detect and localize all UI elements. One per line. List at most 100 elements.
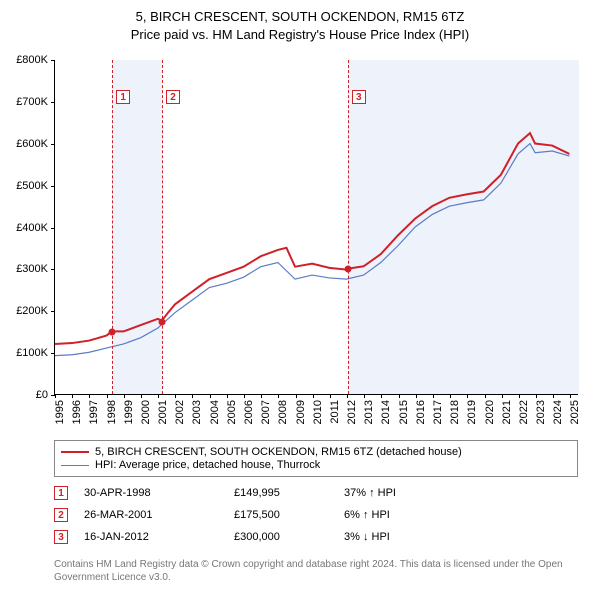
x-axis-label: 1998	[106, 400, 118, 424]
event-price: £175,500	[234, 509, 344, 521]
y-axis-label: £100K	[16, 347, 48, 359]
x-axis-label: 2018	[449, 400, 461, 424]
x-axis-label: 2003	[191, 400, 203, 424]
x-tick	[570, 394, 571, 398]
x-axis-label: 2020	[484, 400, 496, 424]
event-badge: 3	[54, 530, 68, 544]
x-tick	[261, 394, 262, 398]
legend-item-property: 5, BIRCH CRESCENT, SOUTH OCKENDON, RM15 …	[61, 446, 571, 458]
y-axis-label: £600K	[16, 138, 48, 150]
x-axis-label: 1997	[88, 400, 100, 424]
series-hpi	[55, 144, 569, 356]
x-axis-label: 2013	[363, 400, 375, 424]
x-tick	[141, 394, 142, 398]
x-tick	[347, 394, 348, 398]
event-date: 16-JAN-2012	[84, 531, 234, 543]
y-axis-label: £0	[36, 389, 48, 401]
x-tick	[536, 394, 537, 398]
x-axis-label: 2005	[226, 400, 238, 424]
x-axis-label: 2002	[174, 400, 186, 424]
x-tick	[227, 394, 228, 398]
x-axis-label: 2001	[157, 400, 169, 424]
marker-badge: 2	[166, 90, 180, 104]
series-svg	[55, 60, 578, 394]
x-axis-label: 2009	[295, 400, 307, 424]
x-axis-label: 2012	[346, 400, 358, 424]
x-axis-label: 2019	[466, 400, 478, 424]
x-axis-label: 2022	[518, 400, 530, 424]
marker-line	[348, 60, 349, 394]
x-axis-label: 2015	[398, 400, 410, 424]
event-delta: 3% ↓ HPI	[344, 531, 494, 543]
event-price: £149,995	[234, 487, 344, 499]
y-tick	[51, 60, 55, 61]
x-tick	[124, 394, 125, 398]
marker-badge: 3	[352, 90, 366, 104]
marker-line	[112, 60, 113, 394]
title-block: 5, BIRCH CRESCENT, SOUTH OCKENDON, RM15 …	[0, 0, 600, 48]
x-tick	[381, 394, 382, 398]
x-tick	[399, 394, 400, 398]
legend-swatch-hpi	[61, 465, 89, 466]
y-tick	[51, 311, 55, 312]
title-address: 5, BIRCH CRESCENT, SOUTH OCKENDON, RM15 …	[0, 8, 600, 26]
x-tick	[175, 394, 176, 398]
x-axis-label: 2007	[260, 400, 272, 424]
event-date: 30-APR-1998	[84, 487, 234, 499]
marker-dot	[109, 329, 116, 336]
y-tick	[51, 269, 55, 270]
chart-container: 5, BIRCH CRESCENT, SOUTH OCKENDON, RM15 …	[0, 0, 600, 590]
y-tick	[51, 353, 55, 354]
x-axis-label: 2000	[140, 400, 152, 424]
x-axis-label: 2025	[569, 400, 581, 424]
x-tick	[296, 394, 297, 398]
x-tick	[450, 394, 451, 398]
event-row: 2 26-MAR-2001 £175,500 6% ↑ HPI	[54, 506, 578, 524]
event-badge: 2	[54, 508, 68, 522]
title-subtitle: Price paid vs. HM Land Registry's House …	[0, 26, 600, 44]
y-tick	[51, 186, 55, 187]
y-axis-label: £300K	[16, 263, 48, 275]
x-tick	[313, 394, 314, 398]
legend-label-hpi: HPI: Average price, detached house, Thur…	[95, 459, 320, 471]
x-tick	[89, 394, 90, 398]
x-tick	[553, 394, 554, 398]
x-axis-label: 2023	[535, 400, 547, 424]
legend: 5, BIRCH CRESCENT, SOUTH OCKENDON, RM15 …	[54, 440, 578, 477]
x-tick	[55, 394, 56, 398]
y-axis-label: £200K	[16, 305, 48, 317]
x-tick	[244, 394, 245, 398]
x-tick	[107, 394, 108, 398]
x-tick	[278, 394, 279, 398]
y-tick	[51, 102, 55, 103]
series-property	[55, 133, 569, 344]
event-badge: 1	[54, 486, 68, 500]
x-axis-label: 1996	[71, 400, 83, 424]
y-axis-label: £500K	[16, 180, 48, 192]
x-tick	[502, 394, 503, 398]
x-axis-label: 2014	[380, 400, 392, 424]
x-axis-label: 1995	[54, 400, 66, 424]
x-tick	[364, 394, 365, 398]
event-date: 26-MAR-2001	[84, 509, 234, 521]
event-row: 3 16-JAN-2012 £300,000 3% ↓ HPI	[54, 528, 578, 546]
events-table: 1 30-APR-1998 £149,995 37% ↑ HPI 2 26-MA…	[54, 480, 578, 550]
x-tick	[519, 394, 520, 398]
marker-dot	[344, 266, 351, 273]
marker-badge: 1	[116, 90, 130, 104]
event-delta: 37% ↑ HPI	[344, 487, 494, 499]
x-axis-label: 1999	[123, 400, 135, 424]
x-tick	[485, 394, 486, 398]
x-axis-label: 2011	[329, 400, 341, 424]
x-axis-label: 2017	[432, 400, 444, 424]
legend-label-property: 5, BIRCH CRESCENT, SOUTH OCKENDON, RM15 …	[95, 446, 462, 458]
legend-swatch-property	[61, 451, 89, 453]
y-axis-label: £700K	[16, 96, 48, 108]
x-tick	[416, 394, 417, 398]
x-axis-label: 2008	[277, 400, 289, 424]
x-tick	[467, 394, 468, 398]
x-axis-label: 2016	[415, 400, 427, 424]
chart-area: 123 £0£100K£200K£300K£400K£500K£600K£700…	[54, 60, 578, 395]
x-axis-label: 2010	[312, 400, 324, 424]
attribution: Contains HM Land Registry data © Crown c…	[54, 558, 578, 584]
